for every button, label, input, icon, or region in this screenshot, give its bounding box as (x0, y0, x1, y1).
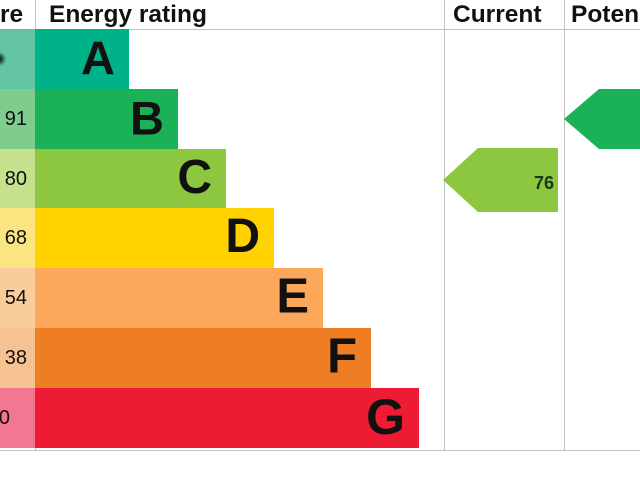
svg-text:76: 76 (534, 173, 554, 193)
